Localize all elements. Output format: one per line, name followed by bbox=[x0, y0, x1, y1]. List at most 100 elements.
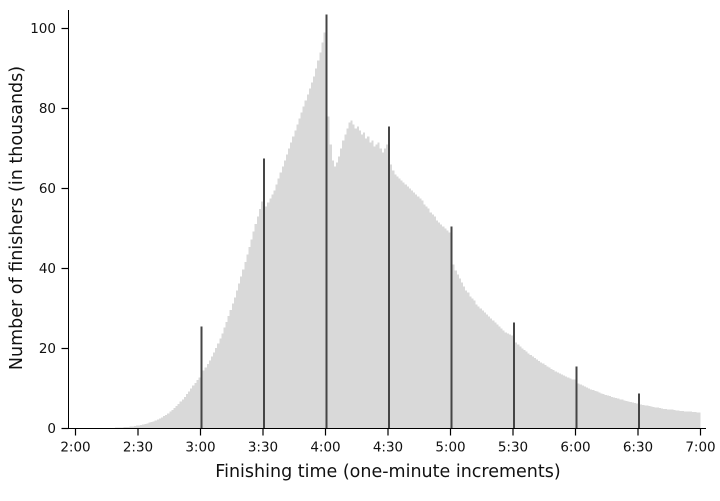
histogram-bar bbox=[163, 416, 166, 429]
histogram-bar bbox=[531, 356, 534, 429]
histogram-bar bbox=[483, 312, 486, 429]
histogram-bar bbox=[369, 142, 372, 429]
histogram-bar bbox=[435, 220, 438, 429]
histogram-bar bbox=[675, 410, 678, 429]
histogram-bar bbox=[519, 346, 522, 429]
histogram-bar bbox=[552, 370, 555, 429]
histogram-bar bbox=[373, 146, 376, 429]
histogram-bar bbox=[527, 353, 530, 429]
highlight-bar bbox=[638, 393, 641, 429]
histogram-bar bbox=[473, 300, 476, 429]
histogram-bar bbox=[585, 387, 588, 429]
histogram-bar bbox=[652, 406, 655, 429]
histogram-bar bbox=[227, 316, 230, 429]
histogram-bar bbox=[538, 360, 541, 429]
histogram-bar bbox=[558, 373, 561, 429]
histogram-bar bbox=[213, 352, 216, 429]
histogram-bar bbox=[188, 391, 191, 429]
histogram-bar bbox=[385, 144, 388, 429]
histogram-bar bbox=[202, 370, 205, 429]
histogram-bar bbox=[408, 188, 411, 429]
histogram-bar bbox=[358, 130, 361, 429]
histogram-bar bbox=[315, 68, 318, 429]
histogram-bar bbox=[144, 423, 147, 429]
histogram-bar bbox=[627, 401, 630, 429]
histogram-bar bbox=[413, 192, 416, 429]
histogram-bar bbox=[190, 388, 193, 429]
histogram-bar bbox=[148, 422, 151, 429]
histogram-bar bbox=[283, 160, 286, 429]
histogram-bar bbox=[327, 116, 330, 429]
histogram-bar bbox=[294, 130, 297, 429]
histogram-bar bbox=[152, 421, 155, 429]
histogram-bar bbox=[446, 230, 449, 429]
histogram-bar bbox=[396, 176, 399, 429]
histogram-bar bbox=[177, 404, 180, 429]
histogram-bar bbox=[515, 342, 518, 429]
histogram-bar bbox=[535, 359, 538, 429]
x-tick-label: 4:00 bbox=[310, 440, 340, 456]
histogram-bar bbox=[598, 392, 601, 429]
histogram-bar bbox=[623, 400, 626, 429]
histogram-bar bbox=[440, 224, 443, 429]
histogram-bar bbox=[465, 290, 468, 429]
histogram-bar bbox=[469, 296, 472, 429]
histogram-bar bbox=[140, 424, 143, 429]
histogram-bar bbox=[690, 411, 693, 429]
highlight-bar bbox=[575, 366, 578, 429]
histogram-bar bbox=[348, 122, 351, 429]
histogram-bar bbox=[317, 60, 320, 429]
histogram-bar bbox=[277, 178, 280, 429]
histogram-bar bbox=[142, 424, 145, 429]
histogram-bar bbox=[365, 138, 368, 429]
histogram-bar bbox=[502, 330, 505, 429]
histogram-bar bbox=[346, 128, 349, 429]
histogram-bar bbox=[642, 404, 645, 429]
histogram-bar bbox=[663, 408, 666, 429]
histogram-bar bbox=[671, 409, 674, 429]
histogram-bar bbox=[321, 42, 324, 429]
histogram-bar bbox=[640, 404, 643, 429]
histogram-bar bbox=[669, 409, 672, 429]
histogram-bar bbox=[496, 324, 499, 429]
histogram-bar bbox=[685, 411, 688, 429]
highlight-bar bbox=[513, 322, 516, 429]
histogram-bar bbox=[404, 184, 407, 429]
histogram-bar bbox=[127, 426, 130, 429]
histogram-bar bbox=[563, 375, 566, 429]
histogram-bar bbox=[456, 274, 459, 429]
histogram-bar bbox=[650, 406, 653, 429]
histogram-bar bbox=[610, 396, 613, 429]
histogram-bar bbox=[427, 208, 430, 429]
histogram-bar bbox=[646, 405, 649, 429]
histogram-bar bbox=[454, 270, 457, 429]
histogram-bar bbox=[208, 360, 211, 429]
histogram-bar bbox=[667, 409, 670, 429]
histogram-bar bbox=[681, 410, 684, 429]
histogram-bar bbox=[442, 226, 445, 429]
histogram-bar bbox=[608, 396, 611, 429]
histogram-bar bbox=[248, 246, 251, 429]
histogram-bar bbox=[383, 148, 386, 429]
histogram-bar bbox=[342, 140, 345, 429]
histogram-bar bbox=[160, 417, 163, 429]
highlight-bar bbox=[450, 226, 453, 429]
histogram-bar bbox=[196, 380, 199, 429]
histogram-bar bbox=[429, 212, 432, 429]
histogram-bar bbox=[492, 320, 495, 429]
histogram-bar bbox=[500, 328, 503, 429]
histogram-bar bbox=[665, 408, 668, 429]
x-tick-label: 6:30 bbox=[623, 440, 653, 456]
highlight-bar bbox=[263, 158, 266, 429]
histogram-bar bbox=[354, 128, 357, 429]
histogram-bar bbox=[644, 405, 647, 429]
y-axis-label: Number of finishers (in thousands) bbox=[7, 65, 27, 371]
histogram-bar bbox=[352, 124, 355, 429]
histogram-bar bbox=[279, 172, 282, 429]
histogram-bar bbox=[583, 386, 586, 429]
histogram-bar bbox=[300, 112, 303, 429]
histogram-bar bbox=[621, 399, 624, 429]
histogram-bar bbox=[235, 290, 238, 429]
histogram-bar bbox=[379, 148, 382, 429]
histogram-bar bbox=[244, 262, 247, 429]
